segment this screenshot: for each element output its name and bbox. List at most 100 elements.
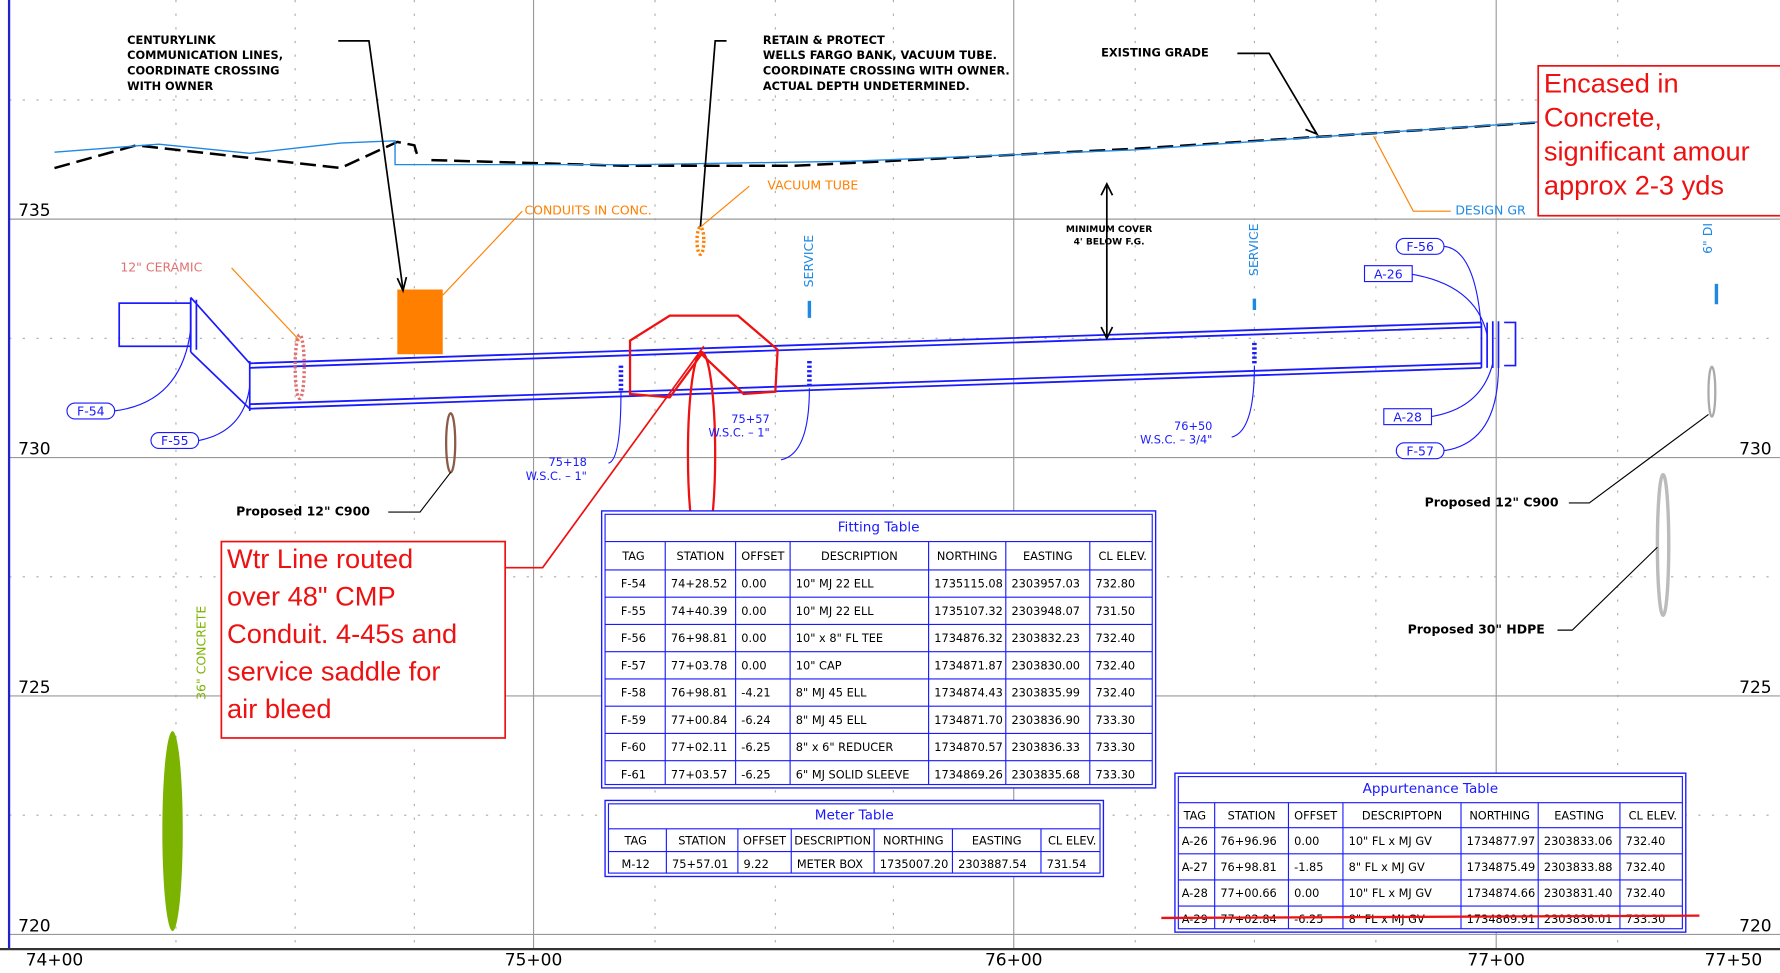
table-cell: 0.00 xyxy=(1294,834,1319,848)
table-cell: F-57 xyxy=(621,658,646,672)
note: MINIMUM COVER xyxy=(1066,225,1152,235)
table-cell: 732.40 xyxy=(1626,834,1666,848)
pipe-label: Proposed 12" C900 xyxy=(236,504,370,519)
table-cell: 0.00 xyxy=(1294,886,1319,900)
callout-text: Wtr Line routed xyxy=(227,543,413,574)
note: DESIGN GR xyxy=(1455,203,1526,218)
table-cell: 10" MJ 22 ELL xyxy=(796,577,875,591)
table-cell: 1734876.32 xyxy=(934,631,1003,645)
table-cell: A-27 xyxy=(1182,860,1208,874)
elevation-label: 735 xyxy=(18,201,50,221)
table-cell: F-55 xyxy=(621,604,646,618)
table-cell: 731.50 xyxy=(1095,604,1135,618)
elevation-label: 720 xyxy=(1739,916,1771,936)
callout-text: significant amour xyxy=(1544,135,1750,166)
station-label: 75+00 xyxy=(505,951,563,971)
table-cell: 1734871.87 xyxy=(934,658,1003,672)
tag: F-57 xyxy=(1406,443,1434,458)
table-cell: 0.00 xyxy=(741,631,766,645)
callout-text: air bleed xyxy=(227,693,331,724)
table-cell: 8" x 6" REDUCER xyxy=(796,740,894,754)
table-cell: 1734874.43 xyxy=(934,686,1003,700)
service-connection: W.S.C. – 1" xyxy=(709,426,770,440)
pipe-label: 36" CONCRETE xyxy=(194,606,209,700)
table-cell: 732.40 xyxy=(1095,658,1135,672)
table-header: DESCRIPTION xyxy=(794,833,871,847)
table-cell: M-12 xyxy=(622,857,650,871)
table-cell: 2303835.68 xyxy=(1011,767,1080,781)
note: CONDUITS IN CONC. xyxy=(524,203,651,218)
table-cell: 8" MJ 45 ELL xyxy=(796,686,867,700)
table-cell: 733.30 xyxy=(1095,767,1135,781)
table-cell: 2303836.90 xyxy=(1011,713,1080,727)
table-header: DESCRIPTION xyxy=(821,549,898,563)
table-cell: 1734869.26 xyxy=(934,767,1003,781)
table-cell: A-29 xyxy=(1182,912,1208,926)
tag: A-26 xyxy=(1374,266,1403,281)
table-cell: A-28 xyxy=(1182,886,1208,900)
pipe-label: Proposed 30" HDPE xyxy=(1408,622,1545,637)
table-cell: 77+03.57 xyxy=(671,767,727,781)
elevation-label: 730 xyxy=(1739,440,1771,460)
table-cell: 1734874.66 xyxy=(1467,886,1536,900)
table-cell: 2303832.23 xyxy=(1011,631,1080,645)
table-cell: F-61 xyxy=(621,767,646,781)
table-cell: 76+98.81 xyxy=(671,631,727,645)
station-label: 77+00 xyxy=(1467,951,1525,971)
table-cell: 2303833.88 xyxy=(1544,860,1613,874)
table-cell: 733.30 xyxy=(1095,713,1135,727)
station-label: 77+50 xyxy=(1705,951,1763,971)
table-header: NORTHING xyxy=(1469,808,1530,822)
table-cell: 8" FL x MJ GV xyxy=(1349,912,1425,926)
table-cell: 1734870.57 xyxy=(934,740,1003,754)
table-header: NORTHING xyxy=(937,549,998,563)
callout-text: Conduit. 4-45s and xyxy=(227,618,457,649)
table-cell: 76+96.96 xyxy=(1220,834,1276,848)
table-header: STATION xyxy=(678,833,726,847)
tag: F-55 xyxy=(161,433,189,448)
table-cell: 2303836.33 xyxy=(1011,740,1080,754)
table-cell: F-56 xyxy=(621,631,646,645)
table-cell: 733.30 xyxy=(1626,912,1666,926)
table-cell: 10" CAP xyxy=(796,658,842,672)
service-label: SERVICE xyxy=(1246,223,1261,276)
note: WITH OWNER xyxy=(127,79,213,93)
table-cell: 77+02.11 xyxy=(671,740,727,754)
table-title: Appurtenance Table xyxy=(1363,781,1498,797)
table-cell: 77+00.66 xyxy=(1220,886,1276,900)
table-cell: 1735115.08 xyxy=(934,577,1003,591)
table-header: EASTING xyxy=(972,833,1022,847)
table-cell: 0.00 xyxy=(741,658,766,672)
concrete-pipe xyxy=(162,731,182,931)
table-cell: -6.25 xyxy=(741,740,770,754)
table-header: OFFSET xyxy=(1294,808,1337,822)
station-label: 74+00 xyxy=(26,951,84,971)
table-cell: 732.40 xyxy=(1095,686,1135,700)
table-cell: 10" x 8" FL TEE xyxy=(796,631,883,645)
table-cell: 2303948.07 xyxy=(1011,604,1080,618)
station-label: 76+00 xyxy=(985,951,1043,971)
table-cell: 74+40.39 xyxy=(671,604,727,618)
table-cell: 2303957.03 xyxy=(1011,577,1080,591)
table-cell: 1735007.20 xyxy=(880,857,949,871)
table-title: Meter Table xyxy=(815,808,894,824)
elevation-label: 725 xyxy=(18,678,50,698)
table-cell: 10" FL x MJ GV xyxy=(1349,886,1433,900)
tag: F-56 xyxy=(1406,239,1434,254)
table-cell: 77+03.78 xyxy=(671,658,727,672)
table-cell: 2303887.54 xyxy=(958,857,1027,871)
table-cell: 0.00 xyxy=(741,604,766,618)
pipe-label: 6" DI xyxy=(1700,223,1715,254)
table-cell: 732.80 xyxy=(1095,577,1135,591)
service-connection: W.S.C. – 3/4" xyxy=(1140,433,1212,447)
note: 12" CERAMIC xyxy=(120,259,202,274)
callout-text: approx 2-3 yds xyxy=(1544,170,1724,201)
table-header: CL ELEV. xyxy=(1048,833,1096,847)
note: 4' BELOW F.G. xyxy=(1074,237,1145,247)
table-cell: 75+57.01 xyxy=(672,857,728,871)
table-cell: 8" MJ 45 ELL xyxy=(796,713,867,727)
table-cell: 74+28.52 xyxy=(671,577,727,591)
table-cell: 10" FL x MJ GV xyxy=(1349,834,1433,848)
table-title: Fitting Table xyxy=(838,519,920,535)
table-header: CL ELEV. xyxy=(1629,808,1677,822)
